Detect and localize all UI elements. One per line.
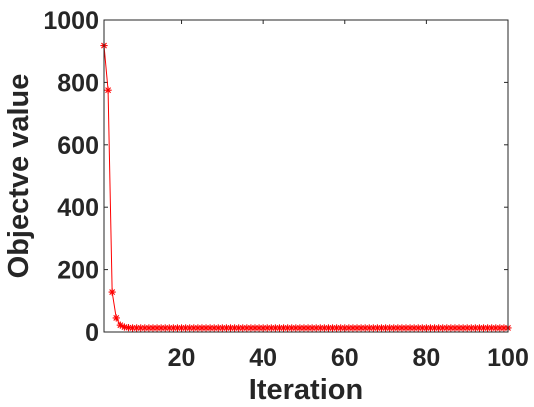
x-axis-title: Iteration: [249, 374, 363, 406]
data-point: [112, 314, 120, 322]
x-tick-label: 100: [487, 344, 529, 372]
data-point: [108, 288, 116, 296]
series-markers: [100, 41, 512, 332]
plot-frame: [103, 19, 509, 333]
y-tick-label: 0: [85, 319, 99, 347]
x-tick-label: 20: [168, 344, 196, 372]
y-axis-title: Objectve value: [3, 74, 35, 279]
plot-area: [104, 20, 508, 332]
y-tick-label: 200: [57, 257, 99, 285]
data-point: [104, 86, 112, 94]
y-tick-labels: 0 200 400 600 800 1000: [43, 7, 99, 347]
y-tick-label: 400: [57, 194, 99, 222]
y-tick-label: 600: [57, 132, 99, 160]
x-tick-labels: 20 40 60 80 100: [168, 344, 529, 372]
x-tick-label: 60: [331, 344, 359, 372]
x-tick-label: 40: [249, 344, 277, 372]
x-tick-label: 80: [412, 344, 440, 372]
y-tick-label: 1000: [43, 7, 99, 35]
y-tick-label: 800: [57, 69, 99, 97]
